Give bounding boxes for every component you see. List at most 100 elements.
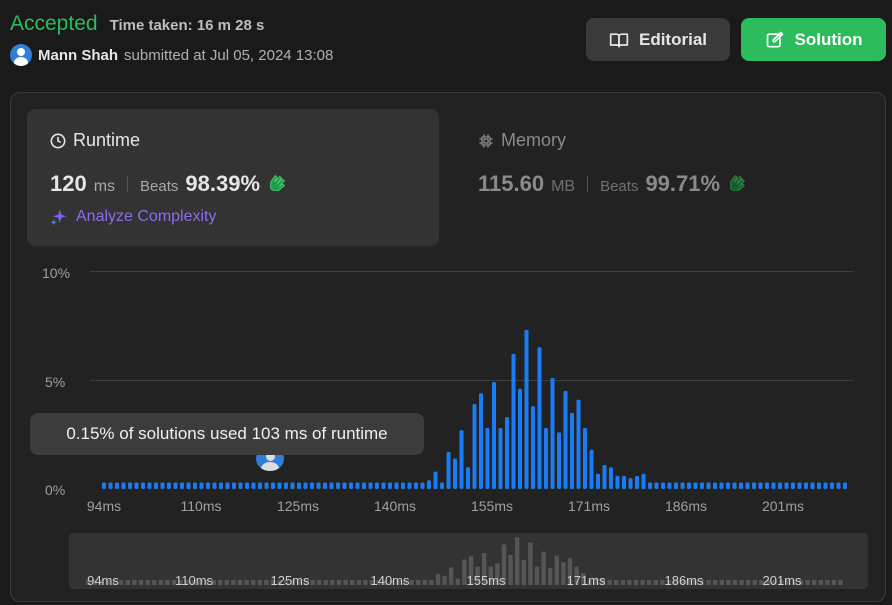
runtime-bar[interactable] [602,465,607,489]
solution-button[interactable]: Solution [741,18,886,61]
runtime-bar[interactable] [147,482,152,489]
runtime-bar[interactable] [407,482,412,489]
runtime-bar[interactable] [160,482,165,489]
runtime-bar[interactable] [219,482,223,489]
runtime-bar[interactable] [108,482,113,489]
runtime-bar[interactable] [375,482,379,489]
runtime-bar[interactable] [323,482,327,489]
runtime-bar[interactable] [810,482,815,489]
runtime-bar[interactable] [277,482,282,489]
runtime-bar[interactable] [446,451,451,489]
runtime-bar[interactable] [791,482,795,489]
runtime-bar[interactable] [745,482,750,489]
runtime-bar[interactable] [576,399,581,489]
runtime-bar[interactable] [557,432,561,489]
runtime-bar[interactable] [511,353,516,489]
runtime-bar[interactable] [264,482,269,489]
runtime-bar[interactable] [310,482,314,489]
runtime-bar[interactable] [505,417,509,489]
runtime-bar[interactable] [453,458,457,489]
runtime-bar[interactable] [635,475,639,489]
runtime-bar[interactable] [290,482,295,489]
runtime-bar[interactable] [154,482,158,489]
runtime-bar[interactable] [284,482,288,489]
runtime-bar[interactable] [485,427,490,489]
runtime-bar[interactable] [687,482,691,489]
runtime-bar[interactable] [719,482,724,489]
runtime-bar[interactable] [271,482,275,489]
runtime-bar[interactable] [381,482,386,489]
runtime-bar[interactable] [297,482,301,489]
runtime-bar[interactable] [732,482,737,489]
runtime-bar[interactable] [336,482,340,489]
runtime-bar[interactable] [251,482,256,489]
runtime-bar[interactable] [492,382,496,489]
runtime-bar[interactable] [115,482,119,489]
runtime-bar[interactable] [368,482,373,489]
runtime-bar[interactable] [427,480,431,489]
runtime-bar[interactable] [401,482,405,489]
runtime-bar[interactable] [225,482,230,489]
runtime-bar[interactable] [362,482,366,489]
runtime-bar[interactable] [563,390,568,489]
runtime-bar[interactable] [466,467,470,489]
runtime-bar[interactable] [238,482,243,489]
runtime-bar[interactable] [661,482,665,489]
runtime-bar[interactable] [134,482,139,489]
runtime-bar[interactable] [316,482,321,489]
runtime-bar[interactable] [420,482,425,489]
runtime-bar[interactable] [303,482,308,489]
runtime-bar[interactable] [674,482,678,489]
runtime-bar[interactable] [180,482,184,489]
runtime-bar[interactable] [531,406,535,489]
runtime-bar[interactable] [758,482,763,489]
runtime-bar[interactable] [771,482,776,489]
runtime-bar[interactable] [342,482,347,489]
runtime-bar[interactable] [355,482,360,489]
runtime-bar[interactable] [700,482,704,489]
runtime-bar[interactable] [173,482,178,489]
runtime-bar[interactable] [765,482,769,489]
runtime-bar[interactable] [693,482,698,489]
runtime-bar[interactable] [648,482,652,489]
runtime-bar[interactable] [349,482,353,489]
username[interactable]: Mann Shah [38,46,119,64]
runtime-bar[interactable] [394,482,399,489]
runtime-bar[interactable] [459,430,464,489]
runtime-bar[interactable] [609,467,613,489]
runtime-bar[interactable] [128,482,132,489]
runtime-bar[interactable] [245,482,249,489]
runtime-bar[interactable] [804,482,808,489]
runtime-bar[interactable] [186,482,191,489]
runtime-bar[interactable] [524,329,529,489]
runtime-bar[interactable] [440,482,444,489]
runtime-bar[interactable] [739,482,743,489]
runtime-bar[interactable] [550,377,555,489]
runtime-bar[interactable] [622,475,626,489]
runtime-bar[interactable] [141,482,145,489]
runtime-bar[interactable] [433,471,438,489]
runtime-bar[interactable] [206,482,210,489]
runtime-bar[interactable] [479,393,483,489]
runtime-bar[interactable] [830,482,834,489]
runtime-bar[interactable] [232,482,236,489]
runtime-bar[interactable] [641,473,646,489]
runtime-bar[interactable] [121,482,126,489]
runtime-card[interactable]: Runtime 120 ms Beats 98.39% Analyze Comp… [27,109,439,246]
runtime-bar[interactable] [713,482,717,489]
runtime-bar[interactable] [817,482,821,489]
runtime-bar[interactable] [784,482,789,489]
runtime-bar[interactable] [167,482,171,489]
runtime-bar[interactable] [570,412,574,489]
runtime-bar[interactable] [654,482,659,489]
runtime-bar[interactable] [589,449,594,489]
avatar[interactable] [10,44,32,66]
runtime-bar[interactable] [193,482,197,489]
runtime-bar[interactable] [667,482,672,489]
editorial-button[interactable]: Editorial [586,18,730,61]
runtime-bar[interactable] [329,482,334,489]
runtime-bar[interactable] [843,482,847,489]
runtime-bar[interactable] [680,482,685,489]
runtime-bar[interactable] [388,482,392,489]
runtime-bar[interactable] [544,427,548,489]
